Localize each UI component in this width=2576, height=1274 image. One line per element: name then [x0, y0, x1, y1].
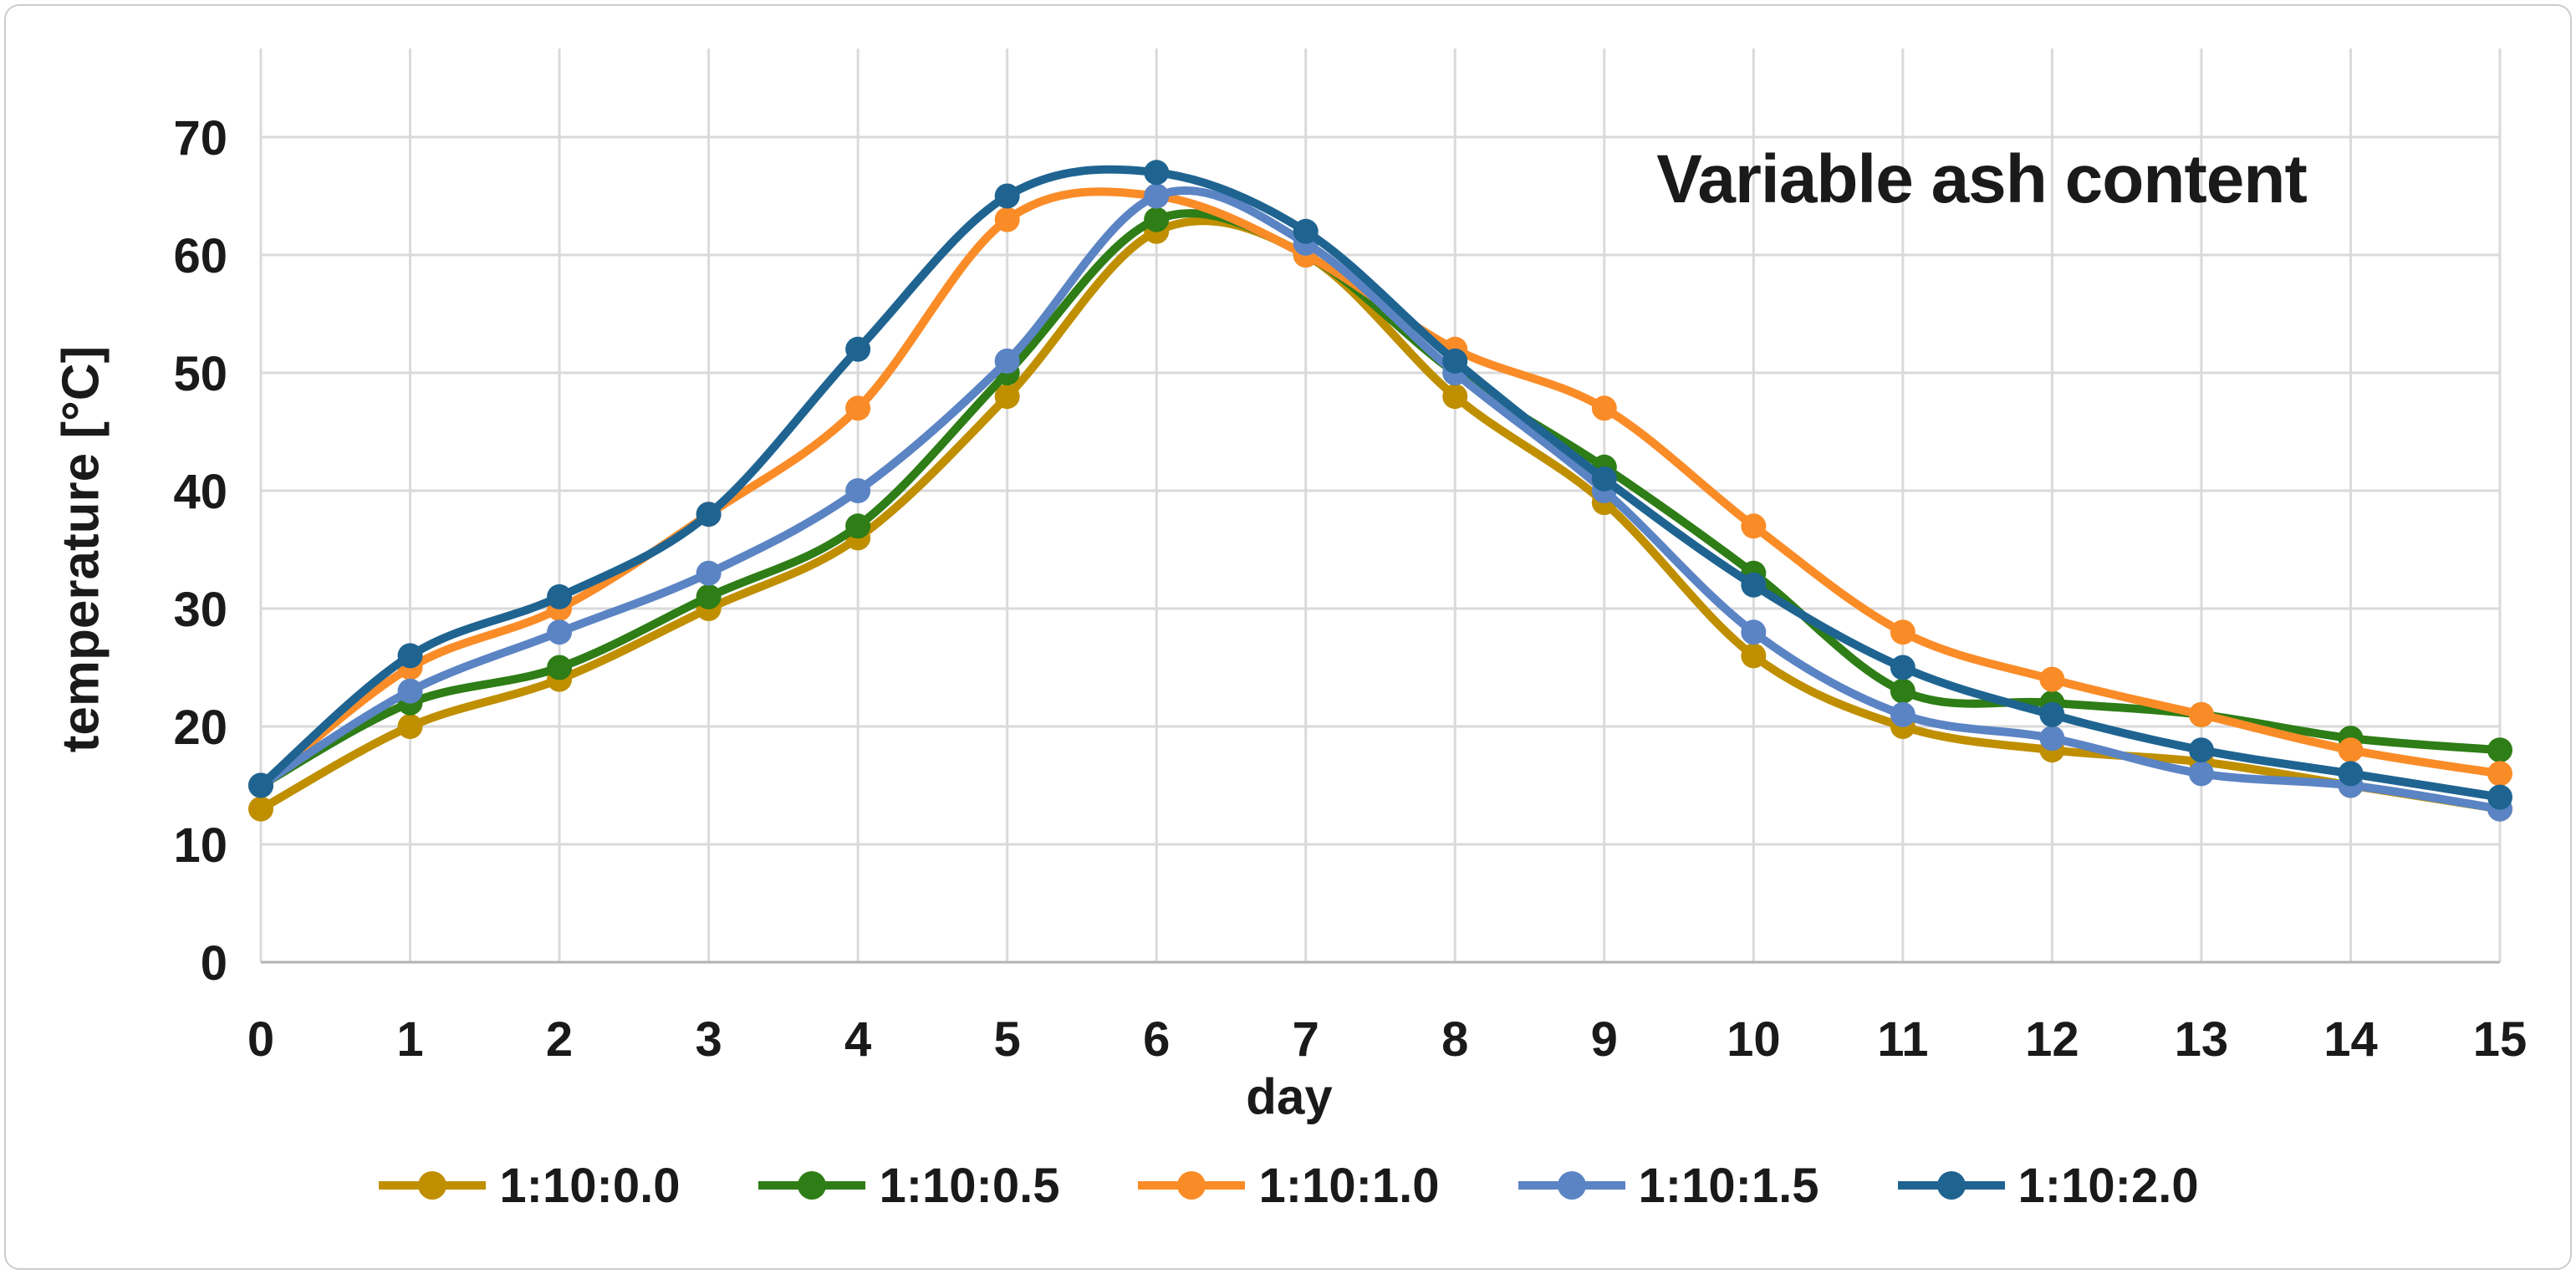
y-tick-label: 20	[173, 701, 227, 755]
data-point-marker-1:10:1.5	[1890, 701, 1915, 727]
data-point-marker-1:10:2.0	[1293, 218, 1319, 244]
data-point-marker-1:10:2.0	[2487, 784, 2512, 810]
data-point-marker-1:10:1.0	[2188, 701, 2214, 727]
data-point-marker-1:10:1.0	[994, 206, 1020, 232]
legend-item-1:10:2.0: 1:10:2.0	[1896, 1158, 2199, 1214]
legend-item-label: 1:10:0.0	[499, 1158, 681, 1213]
data-point-marker-1:10:0.0	[1741, 643, 1767, 669]
legend-item-label: 1:10:2.0	[2017, 1158, 2199, 1213]
y-tick-label: 40	[173, 465, 227, 519]
data-point-marker-1:10:2.0	[1741, 572, 1767, 598]
data-point-marker-1:10:1.0	[2487, 761, 2512, 787]
data-point-marker-1:10:1.0	[1890, 619, 1915, 645]
data-point-marker-1:10:0.5	[1890, 678, 1915, 704]
data-point-marker-1:10:0.0	[1442, 384, 1468, 410]
data-point-marker-1:10:2.0	[547, 583, 573, 609]
x-tick-label: 15	[2473, 1012, 2528, 1067]
data-point-marker-1:10:0.5	[2487, 737, 2512, 763]
data-point-marker-1:10:0.5	[547, 655, 573, 680]
data-point-marker-1:10:0.5	[696, 583, 722, 609]
y-tick-label: 10	[173, 818, 227, 873]
data-point-marker-1:10:0.5	[1144, 206, 1170, 232]
data-point-marker-1:10:1.0	[2338, 737, 2364, 763]
x-tick-label: 4	[844, 1012, 871, 1067]
legend-item-label: 1:10:1.5	[1638, 1158, 1819, 1213]
x-tick-label: 9	[1591, 1012, 1618, 1067]
x-tick-label: 1	[396, 1012, 423, 1067]
data-point-marker-1:10:1.5	[547, 619, 573, 645]
y-tick-label: 30	[173, 583, 227, 637]
x-tick-label: 7	[1293, 1012, 1319, 1067]
data-point-marker-1:10:1.5	[845, 478, 871, 503]
data-point-marker-1:10:1.0	[2039, 666, 2065, 692]
legend: 1:10:0.0 1:10:0.5 1:10:1.0 1:10:1.5 1:10:2.0	[0, 1147, 2576, 1224]
data-point-marker-1:10:0.0	[397, 714, 423, 739]
x-tick-label: 13	[2175, 1012, 2229, 1067]
series-line-1:10:1.5	[257, 186, 2504, 813]
data-point-marker-1:10:1.0	[1591, 395, 1617, 421]
data-point-marker-1:10:0.5	[845, 513, 871, 539]
series-line-1:10:0.0	[257, 217, 2504, 813]
x-axis-title: day	[1246, 1068, 1333, 1125]
legend-item-label: 1:10:0.5	[879, 1158, 1060, 1213]
data-point-marker-1:10:2.0	[1144, 160, 1170, 186]
y-tick-label: 70	[173, 111, 227, 166]
data-point-marker-1:10:1.5	[696, 560, 722, 586]
data-point-marker-1:10:2.0	[397, 643, 423, 669]
data-point-marker-1:10:1.0	[845, 395, 871, 421]
x-tick-label: 10	[1727, 1012, 1781, 1067]
data-point-marker-1:10:2.0	[845, 336, 871, 362]
y-tick-label: 60	[173, 229, 227, 283]
data-point-marker-1:10:2.0	[2039, 701, 2065, 727]
y-tick-label: 0	[201, 936, 227, 991]
legend-key-icon	[1518, 1171, 1625, 1200]
x-tick-label: 11	[1877, 1012, 1928, 1067]
data-point-marker-1:10:2.0	[1591, 466, 1617, 492]
x-tick-label: 14	[2324, 1012, 2378, 1067]
legend-item-label: 1:10:1.0	[1258, 1158, 1440, 1213]
legend-key-icon	[758, 1171, 866, 1200]
series-line-1:10:2.0	[257, 165, 2504, 802]
data-point-marker-1:10:2.0	[696, 502, 722, 527]
data-point-marker-1:10:1.5	[994, 348, 1020, 374]
data-point-marker-1:10:2.0	[1890, 655, 1915, 680]
chart-title: Variable ash content	[1656, 141, 2308, 217]
data-point-marker-1:10:1.5	[2188, 761, 2214, 787]
x-tick-label: 0	[247, 1012, 274, 1067]
legend-item-1:10:1.0: 1:10:1.0	[1136, 1158, 1440, 1214]
y-tick-label: 50	[173, 347, 227, 401]
x-tick-label: 3	[695, 1012, 722, 1067]
legend-key-icon	[1138, 1171, 1246, 1200]
data-point-marker-1:10:2.0	[248, 772, 273, 798]
x-tick-label: 8	[1441, 1012, 1468, 1067]
data-point-marker-1:10:2.0	[1442, 348, 1468, 374]
legend-item-1:10:1.5: 1:10:1.5	[1517, 1158, 1819, 1214]
x-tick-label: 5	[994, 1012, 1021, 1067]
x-tick-label: 2	[546, 1012, 573, 1067]
data-point-marker-1:10:0.0	[994, 384, 1020, 410]
data-point-marker-1:10:2.0	[2338, 761, 2364, 787]
data-point-marker-1:10:2.0	[994, 183, 1020, 209]
x-tick-label: 12	[2025, 1012, 2079, 1067]
data-point-marker-1:10:1.0	[1741, 513, 1767, 539]
legend-key-icon	[1897, 1171, 2005, 1200]
y-axis-title: temperature [°C]	[52, 345, 110, 753]
data-point-marker-1:10:0.0	[248, 796, 273, 822]
series-line-1:10:1.0	[257, 187, 2504, 790]
legend-key-icon	[379, 1171, 487, 1200]
data-point-marker-1:10:1.5	[1144, 183, 1170, 209]
data-point-marker-1:10:1.5	[2039, 726, 2065, 752]
x-tick-label: 6	[1143, 1012, 1170, 1067]
legend-item-1:10:0.5: 1:10:0.5	[757, 1158, 1059, 1214]
data-point-marker-1:10:2.0	[2188, 737, 2214, 763]
legend-item-1:10:0.0: 1:10:0.0	[377, 1158, 680, 1214]
data-point-marker-1:10:1.5	[397, 678, 423, 704]
data-point-marker-1:10:1.5	[1741, 619, 1767, 645]
